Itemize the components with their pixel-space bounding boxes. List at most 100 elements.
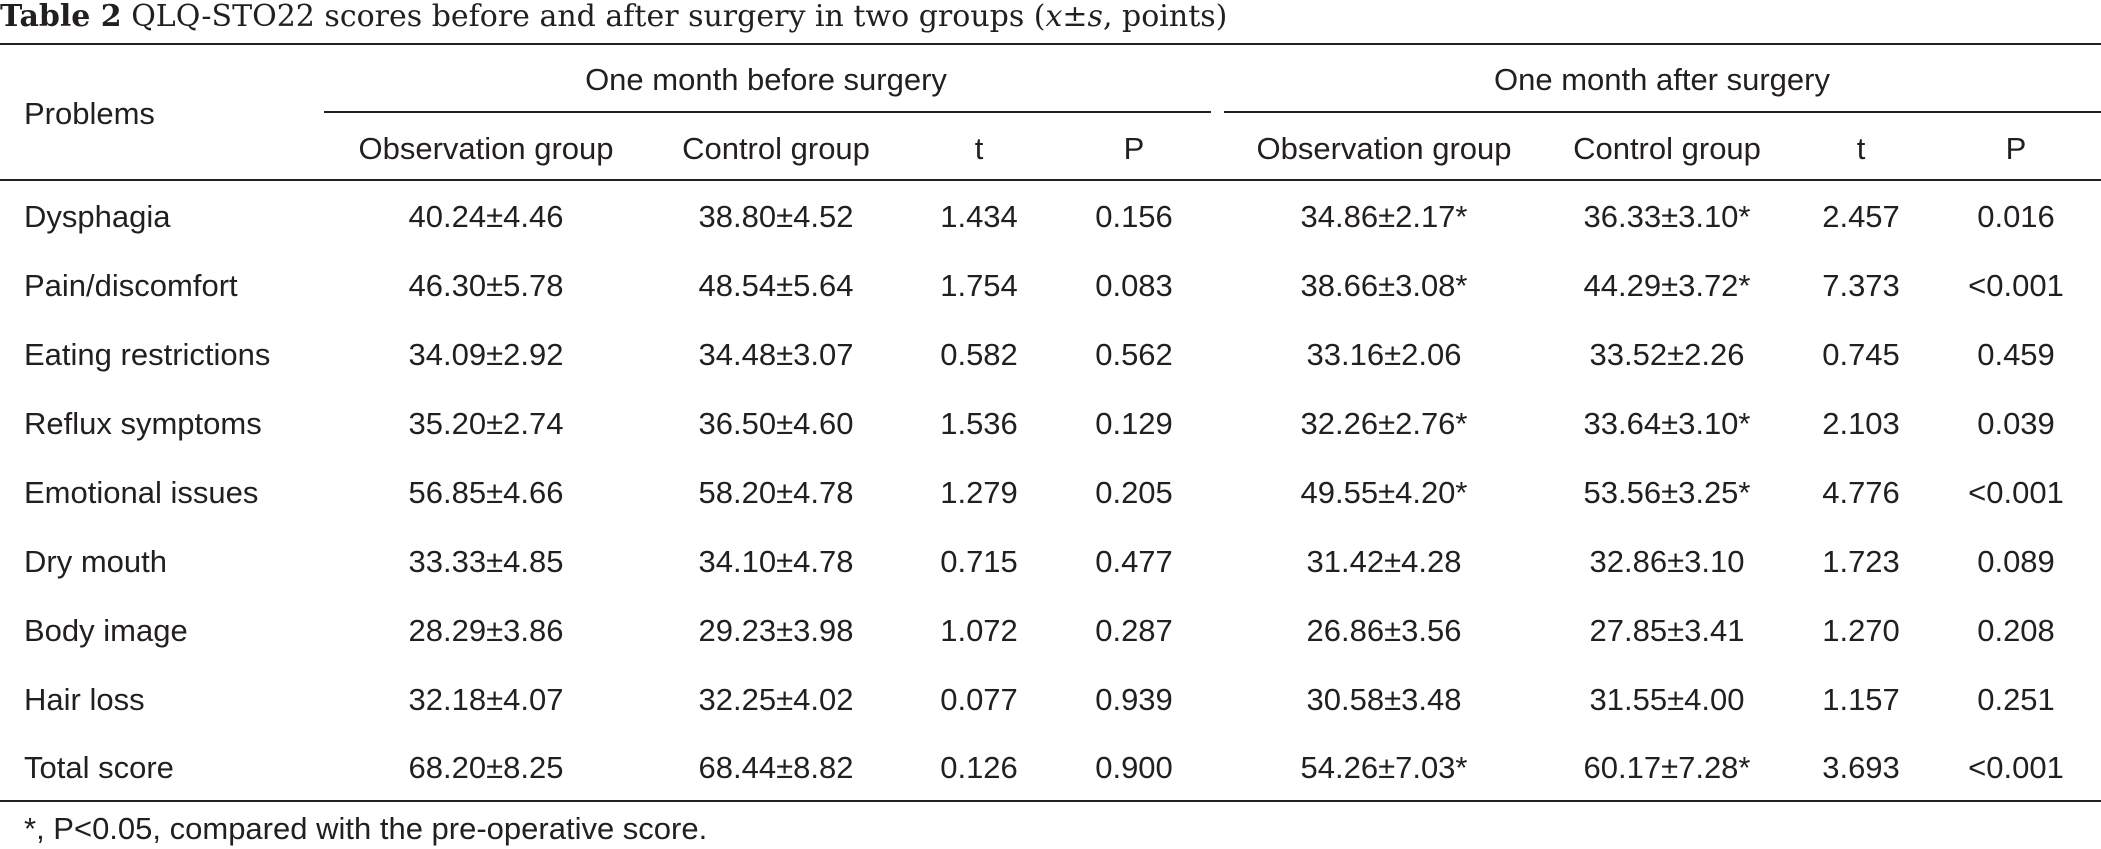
row-label: Eating restrictions [24, 337, 271, 372]
table-cell: 54.26±7.03* [1300, 750, 1468, 785]
table-cell: 44.29±3.72* [1583, 268, 1751, 303]
table-cell: 35.20±2.74 [408, 406, 564, 441]
table-cell: 33.52±2.26 [1589, 337, 1745, 372]
table-cell: 1.279 [940, 475, 1018, 510]
table-cell: 31.42±4.28 [1306, 544, 1462, 579]
table-cell: 32.18±4.07 [408, 682, 564, 717]
table-cell: 0.251 [1977, 682, 2055, 717]
column-header: t [1856, 131, 1866, 166]
table-cell: 1.072 [940, 613, 1018, 648]
table-cell: 34.10±4.78 [698, 544, 854, 579]
table-cell: 0.089 [1977, 544, 2055, 579]
table-cell: 1.270 [1822, 613, 1900, 648]
column-header: P [2005, 131, 2027, 166]
row-label: Dysphagia [24, 199, 171, 234]
table-cell: 1.754 [940, 268, 1018, 303]
table-cell: <0.001 [1968, 750, 2064, 785]
table-cell: 36.50±4.60 [698, 406, 854, 441]
table-cell: 36.33±3.10* [1583, 199, 1751, 234]
bottom-rule [0, 800, 2101, 802]
table-cell: 0.205 [1095, 475, 1173, 510]
table-cell: 38.66±3.08* [1300, 268, 1468, 303]
table-cell: 33.33±4.85 [408, 544, 564, 579]
table-cell: 60.17±7.28* [1583, 750, 1751, 785]
table-label: Table 2 [0, 0, 122, 34]
table-caption: Table 2 QLQ-STO22 scores before and afte… [0, 0, 1227, 42]
row-label: Pain/discomfort [24, 268, 238, 303]
table-cell: 0.077 [940, 682, 1018, 717]
row-label: Hair loss [24, 682, 145, 717]
table-cell: 0.582 [940, 337, 1018, 372]
caption-pm-symbol: ± [1062, 0, 1088, 34]
table-cell: 46.30±5.78 [408, 268, 564, 303]
row-label: Total score [24, 750, 174, 785]
table-cell: 1.536 [940, 406, 1018, 441]
table-cell: 0.477 [1095, 544, 1173, 579]
column-header: Observation group [358, 131, 614, 166]
table-cell: 32.26±2.76* [1300, 406, 1468, 441]
table-cell: <0.001 [1968, 268, 2064, 303]
table-cell: 31.55±4.00 [1589, 682, 1745, 717]
column-header: P [1123, 131, 1145, 166]
table-cell: 40.24±4.46 [408, 199, 564, 234]
column-header: Observation group [1256, 131, 1512, 166]
group-rule-after [1224, 111, 2101, 113]
table-cell: 0.900 [1095, 750, 1173, 785]
table-cell: 0.459 [1977, 337, 2055, 372]
table-cell: 26.86±3.56 [1306, 613, 1462, 648]
table-cell: 68.44±8.82 [698, 750, 854, 785]
table-cell: 34.48±3.07 [698, 337, 854, 372]
group-header: One month after surgery [1494, 62, 1830, 97]
group-rule-before [324, 111, 1211, 113]
table-cell: 0.156 [1095, 199, 1173, 234]
table-cell: 2.103 [1822, 406, 1900, 441]
table-cell: 4.776 [1822, 475, 1900, 510]
table-cell: 7.373 [1822, 268, 1900, 303]
table-cell: 27.85±3.41 [1589, 613, 1745, 648]
caption-text: QLQ-STO22 scores before and after surger… [121, 0, 1046, 34]
table-footnote: *, P<0.05, compared with the pre-operati… [24, 811, 708, 846]
caption-mean-symbol: x [1045, 0, 1063, 34]
table-cell: 0.287 [1095, 613, 1173, 648]
table-cell: 1.157 [1822, 682, 1900, 717]
table-cell: 48.54±5.64 [698, 268, 854, 303]
table-cell: 28.29±3.86 [408, 613, 564, 648]
table-cell: 30.58±3.48 [1306, 682, 1462, 717]
table-cell: 3.693 [1822, 750, 1900, 785]
table-cell: 0.039 [1977, 406, 2055, 441]
column-header: Control group [682, 131, 870, 166]
row-label: Reflux symptoms [24, 406, 262, 441]
table-cell: 68.20±8.25 [408, 750, 564, 785]
caption-sd-symbol: s [1087, 0, 1103, 34]
top-rule [0, 43, 2101, 45]
table-cell: 0.745 [1822, 337, 1900, 372]
table-cell: 29.23±3.98 [698, 613, 854, 648]
header-bottom-rule [0, 179, 2101, 181]
group-header: One month before surgery [585, 62, 947, 97]
table-cell: 0.126 [940, 750, 1018, 785]
table-cell: 1.434 [940, 199, 1018, 234]
table-cell: 0.129 [1095, 406, 1173, 441]
table-cell: 0.715 [940, 544, 1018, 579]
column-header: Control group [1573, 131, 1761, 166]
table-cell: 56.85±4.66 [408, 475, 564, 510]
table-cell: 33.16±2.06 [1306, 337, 1462, 372]
table-cell: 0.208 [1977, 613, 2055, 648]
row-label: Emotional issues [24, 475, 259, 510]
table-cell: 58.20±4.78 [698, 475, 854, 510]
table-cell: <0.001 [1968, 475, 2064, 510]
table-cell: 0.562 [1095, 337, 1173, 372]
table-cell: 0.939 [1095, 682, 1173, 717]
table-cell: 32.86±3.10 [1589, 544, 1745, 579]
row-header: Problems [24, 96, 155, 131]
table-cell: 2.457 [1822, 199, 1900, 234]
table-cell: 1.723 [1822, 544, 1900, 579]
table-cell: 0.016 [1977, 199, 2055, 234]
table-cell: 34.86±2.17* [1300, 199, 1468, 234]
row-label: Body image [24, 613, 188, 648]
table-cell: 34.09±2.92 [408, 337, 564, 372]
table-cell: 33.64±3.10* [1583, 406, 1751, 441]
table-cell: 0.083 [1095, 268, 1173, 303]
caption-units: , points) [1102, 0, 1228, 34]
column-header: t [974, 131, 984, 166]
